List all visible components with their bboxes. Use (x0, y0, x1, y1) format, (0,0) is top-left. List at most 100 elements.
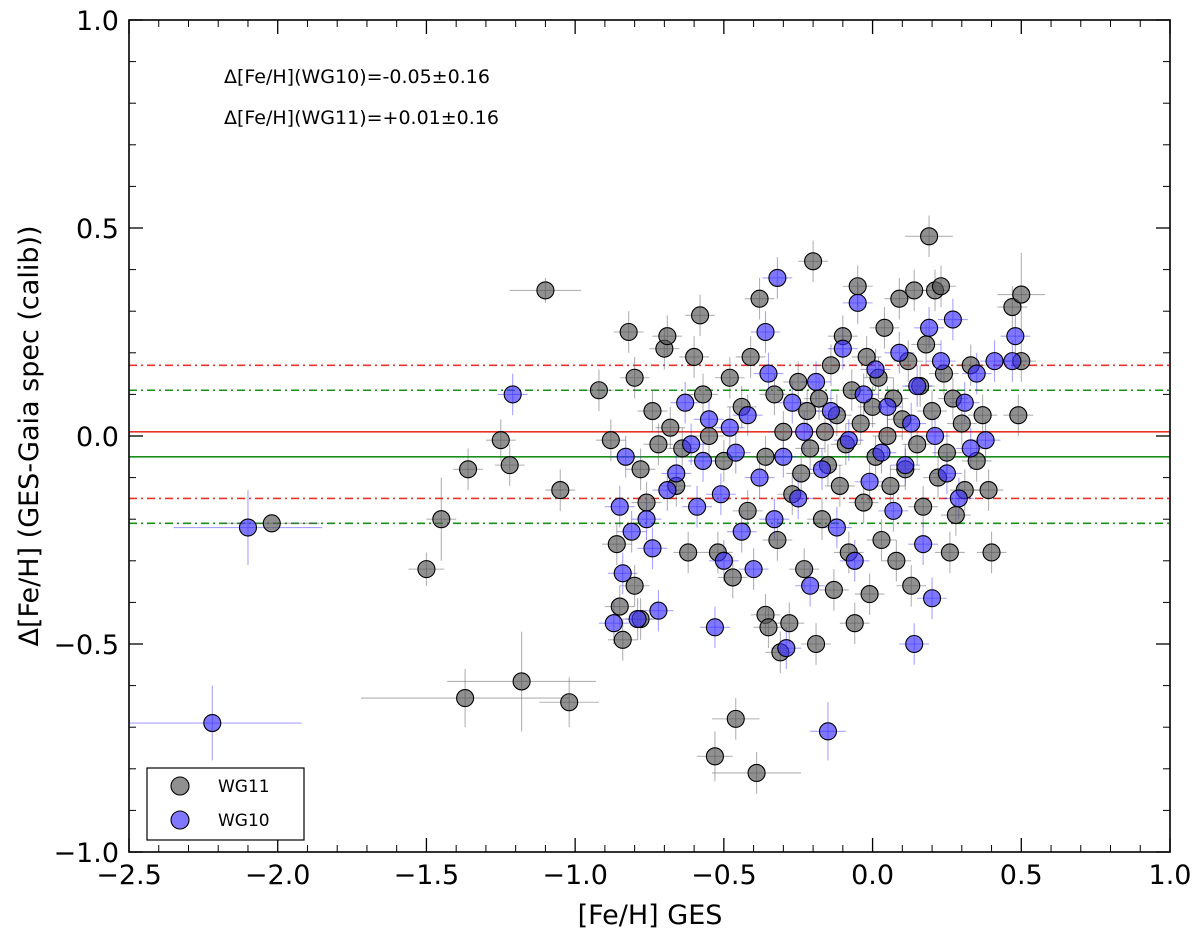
annotation-wg10: Δ[Fe/H](WG10)=-0.05±0.16 (224, 66, 490, 88)
point-WG11-102 (931, 277, 951, 296)
point-WG11-30 (685, 347, 704, 367)
annotation-wg11: Δ[Fe/H](WG11)=+0.01±0.16 (224, 107, 499, 129)
point-WG11-16 (619, 322, 638, 342)
point-WG10-54 (896, 456, 915, 475)
point-WG11-65 (821, 356, 840, 375)
point-WG10-68 (967, 364, 986, 383)
legend-label-wg11: WG11 (218, 777, 270, 797)
point-WG10-33 (777, 639, 796, 658)
legend-marker-wg10 (170, 810, 190, 830)
point-WG11-98 (920, 227, 939, 246)
y-tick-label: 0.5 (76, 214, 119, 245)
point-WG11-39 (726, 709, 745, 728)
point-WG10-2 (503, 385, 522, 404)
point-WG10-29 (759, 364, 778, 383)
point-WG11-31 (691, 306, 710, 325)
point-WG11-12 (601, 431, 620, 450)
x-tick-label: −0.5 (691, 860, 757, 891)
point-WG10-63 (937, 464, 956, 483)
point-WG11-57 (798, 401, 817, 421)
point-WG11-99 (923, 401, 942, 421)
point-WG11-55 (792, 464, 811, 483)
point-WG10-58 (914, 535, 933, 554)
point-WG10-34 (783, 393, 802, 412)
point-WG10-9 (637, 510, 656, 529)
point-WG11-68 (830, 476, 849, 495)
point-WG11-41 (738, 501, 757, 520)
x-tick-label: −2.0 (245, 860, 311, 891)
y-tick-label: 1.0 (76, 6, 119, 37)
point-WG11-23 (649, 435, 668, 454)
point-WG10-17 (693, 451, 713, 471)
point-WG11-4 (459, 460, 478, 479)
point-WG11-49 (768, 530, 787, 550)
y-tick-label: 0.0 (76, 422, 119, 453)
point-WG10-47 (854, 385, 873, 404)
point-WG11-6 (500, 456, 519, 475)
x-tick-label: 1.0 (1149, 860, 1192, 891)
point-WG11-73 (845, 614, 864, 633)
point-WG10-46 (848, 293, 867, 312)
point-WG11-63 (815, 422, 835, 441)
point-WG11-15 (613, 630, 632, 649)
point-WG10-22 (720, 418, 739, 437)
x-axis-label: [Fe/H] GES (578, 900, 723, 931)
point-WG10-36 (795, 422, 814, 441)
point-WG10-20 (711, 485, 730, 504)
point-WG10-16 (688, 497, 707, 516)
point-WG10-70 (985, 352, 1004, 371)
point-WG10-62 (931, 352, 951, 371)
point-WG10-38 (807, 372, 826, 391)
point-WG11-54 (789, 372, 808, 391)
point-WG10-39 (812, 460, 832, 479)
point-WG10-42 (827, 518, 846, 537)
point-WG10-56 (905, 634, 924, 654)
x-tick-label: −1.0 (542, 860, 608, 891)
point-WG10-30 (765, 510, 784, 529)
point-WG10-55 (902, 414, 921, 433)
point-WG11-25 (658, 327, 677, 346)
point-WG11-84 (878, 426, 897, 446)
point-WG10-24 (732, 522, 751, 541)
point-WG10-11 (649, 601, 668, 620)
point-WG10-0 (203, 713, 222, 733)
point-WG10-3 (604, 614, 623, 633)
point-WG11-17 (625, 368, 644, 387)
point-WG11-2 (432, 510, 451, 529)
point-WG11-93 (905, 281, 924, 300)
point-WG10-32 (774, 447, 793, 466)
point-WG10-65 (949, 489, 968, 508)
point-WG11-82 (872, 530, 891, 550)
point-WG10-12 (658, 481, 677, 500)
point-WG10-15 (682, 435, 701, 454)
point-WG11-108 (952, 414, 971, 433)
point-WG10-50 (872, 443, 891, 462)
point-WG10-57 (908, 377, 927, 396)
point-WG10-69 (976, 431, 995, 450)
legend-label-wg10: WG10 (218, 811, 270, 831)
point-WG11-5 (491, 431, 510, 450)
point-WG10-19 (705, 618, 724, 637)
point-WG11-37 (720, 368, 739, 387)
data-points (203, 227, 1031, 783)
point-WG10-64 (943, 310, 962, 329)
y-tick-label: −0.5 (53, 630, 119, 661)
point-WG10-44 (839, 431, 858, 450)
point-WG10-18 (699, 410, 719, 429)
point-WG11-115 (1003, 297, 1022, 317)
point-WG11-58 (801, 439, 820, 458)
point-WG11-83 (875, 318, 894, 337)
point-WG11-116 (1009, 406, 1028, 425)
plot-background (129, 20, 1170, 852)
point-WG11-92 (902, 576, 921, 595)
point-WG10-72 (1006, 327, 1025, 346)
point-WG11-13 (607, 535, 626, 554)
point-WG10-7 (622, 522, 641, 541)
point-WG11-62 (812, 510, 832, 529)
point-WG11-97 (917, 335, 936, 354)
point-WG11-11 (589, 381, 608, 400)
point-WG11-87 (887, 551, 906, 570)
point-WG10-48 (860, 472, 879, 491)
point-WG10-61 (925, 426, 945, 446)
